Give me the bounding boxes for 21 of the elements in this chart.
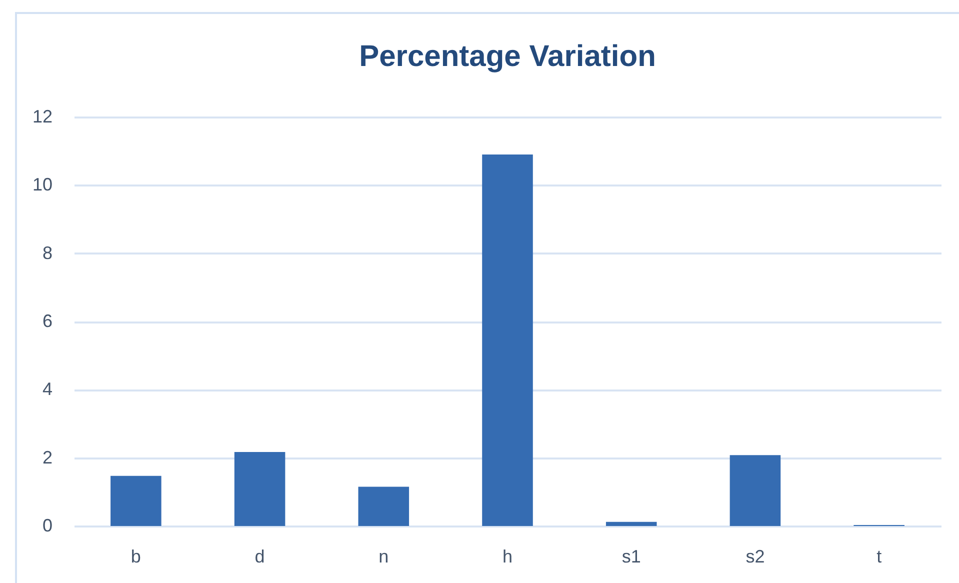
chart-title: Percentage Variation — [359, 40, 656, 73]
y-tick-label: 10 — [32, 174, 52, 195]
x-tick-label: s2 — [746, 546, 765, 566]
y-tick-label: 4 — [42, 379, 52, 400]
x-tick-label: s1 — [622, 546, 641, 566]
bar — [482, 154, 533, 526]
bar — [110, 476, 162, 526]
y-tick-label: 0 — [42, 516, 52, 536]
y-tick-label: 8 — [42, 242, 52, 263]
x-tick-label: t — [876, 546, 882, 566]
x-tick-label: b — [130, 546, 141, 566]
bar — [730, 455, 781, 526]
y-tick-label: 2 — [42, 447, 52, 468]
x-tick-label: d — [254, 546, 265, 566]
bar — [606, 522, 657, 526]
bar — [234, 452, 286, 526]
x-tick-label: n — [378, 546, 389, 566]
y-tick-label: 6 — [42, 311, 52, 331]
x-tick-label: h — [502, 546, 513, 566]
bar — [358, 486, 410, 526]
y-tick-label: 12 — [32, 106, 52, 126]
